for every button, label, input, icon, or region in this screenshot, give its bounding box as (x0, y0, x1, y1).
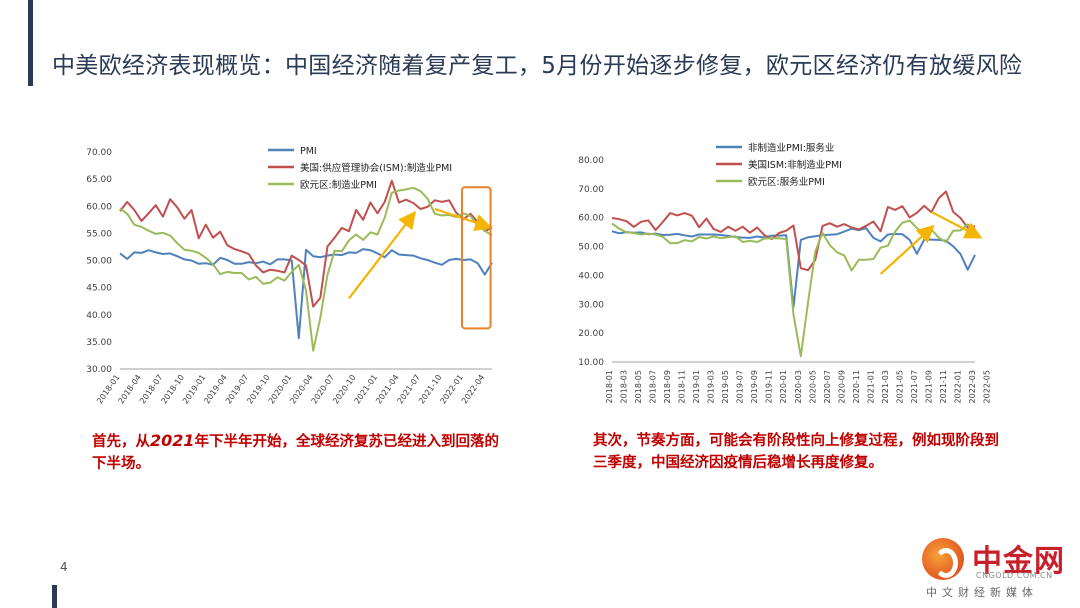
x-tick-label: 2021-01 (866, 370, 875, 403)
x-tick-label: 2021-05 (895, 370, 904, 403)
brand-logo-name: 中金网 (972, 544, 1065, 579)
y-tick-label: 55.00 (86, 229, 112, 239)
legend-label: 非制造业PMI:服务业 (748, 142, 834, 154)
y-tick-label: 65.00 (86, 175, 112, 185)
legend-label: 美国ISM:非制造业PMI (748, 159, 842, 171)
caption-left: 首先，从2021年下半年开始，全球经济复苏已经进入到回落的下半场。 (92, 430, 512, 475)
y-tick-label: 60.00 (578, 214, 604, 224)
series-line-3 (611, 219, 976, 358)
caption-left-year: 2021 (150, 431, 195, 450)
y-tick-label: 30.00 (578, 300, 604, 310)
legend-label: 欧元区:服务业PMI (748, 176, 825, 188)
y-tick-label: 50.00 (86, 257, 112, 267)
chart-left: 30.00 35.00 40.00 45.00 50.00 55.00 60.00 65.00… (86, 146, 493, 406)
brand-logo: 中金网 CNGOLD.COM.CN 中文财经新媒体 (918, 530, 1068, 600)
caption-left-text-b: 年下半年开始，全球经济复苏已经进入到回落的下半场。 (92, 434, 500, 472)
y-tick-label: 50.00 (578, 243, 604, 253)
series-line-3 (119, 186, 493, 352)
trend-arrow (879, 224, 935, 275)
trend-arrow (348, 210, 416, 300)
x-tick-label: 2022-01 (953, 370, 962, 403)
y-tick-label: 45.00 (86, 284, 112, 294)
footer-accent-bar (52, 585, 57, 608)
chart-right: 10.00 20.00 30.00 40.00 50.00 60.00 70.00 80.00… (578, 142, 992, 403)
x-tick-label: 2021-03 (881, 370, 890, 403)
x-tick-label: 2020-03 (794, 370, 803, 403)
y-tick-label: 20.00 (578, 329, 604, 339)
x-tick-label: 2022-05 (983, 370, 992, 403)
legend-label: 美国:供应管理协会(ISM):制造业PMI (300, 162, 452, 174)
y-tick-label: 70.00 (86, 148, 112, 158)
page-title: 中美欧经济表现概览：中国经济随着复产复工，5月份开始逐步修复，欧元区经济仍有放缓… (52, 53, 1023, 79)
x-tick-label: 2018-11 (678, 370, 687, 403)
brand-logo-url: CNGOLD.COM.CN (976, 571, 1053, 580)
x-tick-label: 2020-05 (808, 370, 817, 403)
brand-logo-subtitle: 中文财经新媒体 (926, 586, 1038, 599)
legend-label: PMI (300, 146, 317, 157)
x-tick-label: 2018-01 (605, 370, 614, 403)
y-tick-label: 35.00 (86, 338, 112, 348)
x-tick-label: 2019-07 (736, 370, 745, 403)
y-tick-label: 60.00 (86, 202, 112, 212)
y-tick-label: 40.00 (578, 271, 604, 281)
x-tick-label: 2021-09 (924, 370, 933, 403)
x-tick-label: 2022-03 (968, 370, 977, 403)
x-tick-label: 2019-01 (692, 370, 701, 403)
legend-label: 欧元区:制造业PMI (300, 179, 377, 191)
x-tick-label: 2018-03 (620, 370, 629, 403)
series-line-1 (119, 248, 493, 340)
highlight-box (460, 186, 492, 330)
x-tick-label: 2019-11 (765, 370, 774, 403)
y-tick-label: 40.00 (86, 311, 112, 321)
y-tick-label: 70.00 (578, 185, 604, 195)
page-number: 4 (60, 560, 68, 574)
series-line-2 (611, 190, 976, 272)
x-tick-label: 2019-05 (721, 370, 730, 403)
trend-arrow (930, 210, 983, 239)
x-tick-label: 2021-11 (939, 370, 948, 403)
x-tick-label: 2018-07 (649, 370, 658, 403)
x-tick-label: 2019-03 (707, 370, 716, 403)
x-tick-label: 2018-09 (663, 370, 672, 403)
y-tick-label: 30.00 (86, 365, 112, 375)
x-tick-label: 2020-01 (779, 370, 788, 403)
caption-left-text-a: 首先，从 (92, 434, 150, 450)
x-tick-label: 2020-07 (823, 370, 832, 403)
y-tick-label: 10.00 (578, 358, 604, 368)
x-tick-label: 2019-09 (750, 370, 759, 403)
brand-logo-icon (922, 538, 964, 580)
title-accent-bar (28, 0, 33, 86)
x-tick-label: 2020-09 (837, 370, 846, 403)
x-tick-label: 2021-07 (910, 370, 919, 403)
y-tick-label: 80.00 (578, 156, 604, 166)
x-tick-label: 2020-11 (852, 370, 861, 403)
caption-right: 其次，节奏方面，可能会有阶段性向上修复过程，例如现阶段到三季度，中国经济因疫情后… (593, 433, 999, 471)
x-tick-label: 2018-05 (634, 370, 643, 403)
